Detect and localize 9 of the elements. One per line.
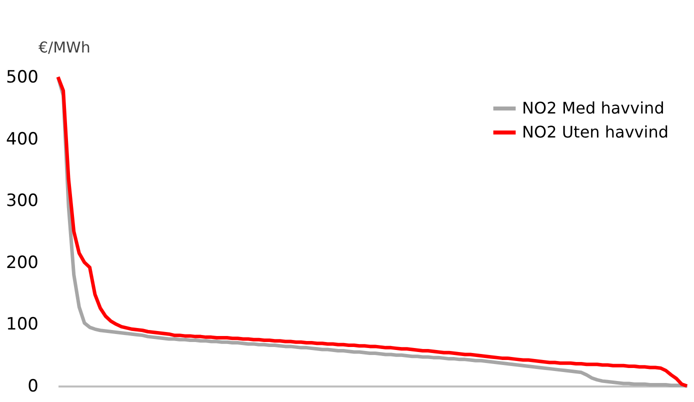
y-axis-title: €/MWh [38, 38, 90, 56]
legend-label: NO2 Med havvind [522, 98, 664, 118]
y-tick-label: 300 [6, 191, 38, 212]
y-tick-label: 200 [6, 252, 38, 273]
y-tick-label: 400 [6, 129, 38, 150]
y-tick-label: 100 [6, 314, 38, 335]
y-tick-label: 0 [28, 376, 38, 396]
y-tick-label: 500 [6, 68, 38, 88]
legend-label: NO2 Uten havvind [522, 122, 669, 142]
